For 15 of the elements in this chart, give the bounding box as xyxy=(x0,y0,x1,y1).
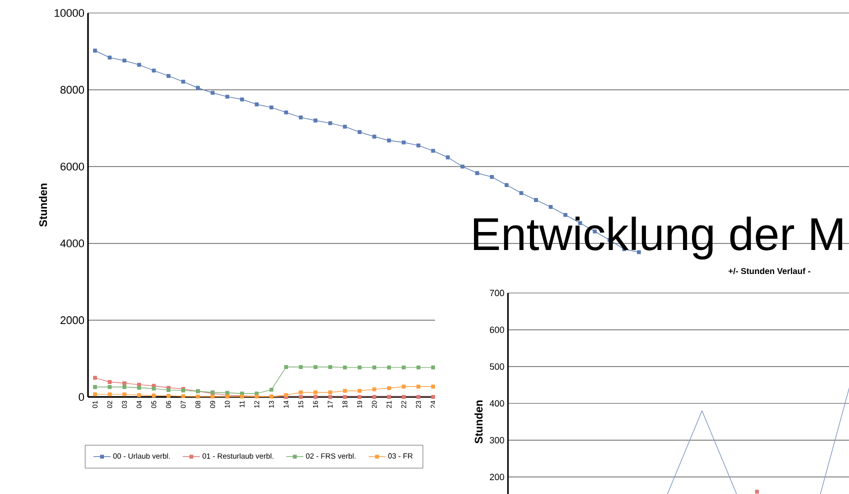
y-tick-label: 0 xyxy=(78,393,84,401)
y-tick-label: 700 xyxy=(490,290,504,296)
y-tick-label: 600 xyxy=(490,326,504,333)
y-tick-label: 10000 xyxy=(54,9,84,17)
y-tick-label: 2000 xyxy=(60,316,84,324)
y-tick-label: 400 xyxy=(490,400,504,407)
y-tick-label: 300 xyxy=(490,436,504,444)
y-tick-label: 4000 xyxy=(60,240,84,248)
chart-subtitle: +/- Stunden Verlauf - xyxy=(728,268,810,274)
y-tick-label: 6000 xyxy=(60,162,84,170)
y-axis-title: Stunden xyxy=(474,400,483,444)
y-tick-label: 8000 xyxy=(60,86,84,94)
y-tick-label: 200 xyxy=(490,474,504,480)
y-axis-title: Stunden xyxy=(38,184,48,227)
y-tick-label: 500 xyxy=(490,363,504,370)
